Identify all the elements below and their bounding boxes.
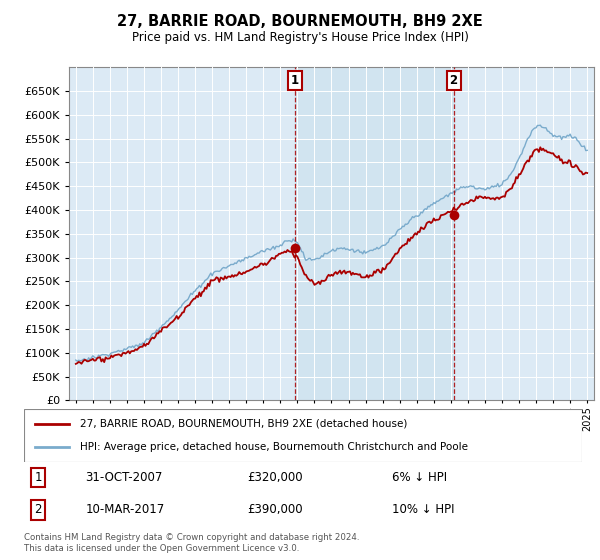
Text: Contains HM Land Registry data © Crown copyright and database right 2024.
This d: Contains HM Land Registry data © Crown c… (24, 533, 359, 553)
Text: 6% ↓ HPI: 6% ↓ HPI (392, 471, 448, 484)
Text: 10% ↓ HPI: 10% ↓ HPI (392, 503, 455, 516)
FancyBboxPatch shape (24, 409, 582, 462)
Text: £320,000: £320,000 (247, 471, 303, 484)
Text: HPI: Average price, detached house, Bournemouth Christchurch and Poole: HPI: Average price, detached house, Bour… (80, 442, 468, 452)
Text: 2: 2 (449, 74, 458, 87)
Bar (295, 67, 454, 400)
Text: 2: 2 (34, 503, 42, 516)
Text: 1: 1 (290, 74, 299, 87)
Text: Price paid vs. HM Land Registry's House Price Index (HPI): Price paid vs. HM Land Registry's House … (131, 31, 469, 44)
Text: £390,000: £390,000 (247, 503, 303, 516)
Text: 31-OCT-2007: 31-OCT-2007 (85, 471, 163, 484)
Text: 27, BARRIE ROAD, BOURNEMOUTH, BH9 2XE (detached house): 27, BARRIE ROAD, BOURNEMOUTH, BH9 2XE (d… (80, 419, 407, 429)
Text: 10-MAR-2017: 10-MAR-2017 (85, 503, 164, 516)
Text: 1: 1 (34, 471, 42, 484)
Text: 27, BARRIE ROAD, BOURNEMOUTH, BH9 2XE: 27, BARRIE ROAD, BOURNEMOUTH, BH9 2XE (117, 14, 483, 29)
